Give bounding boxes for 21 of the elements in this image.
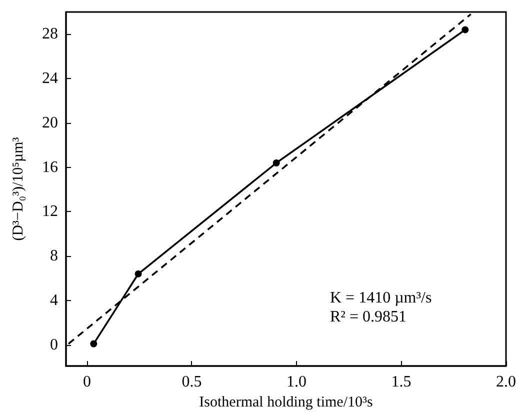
y-tick-label: 24 xyxy=(42,70,58,88)
y-tick-label: 4 xyxy=(50,292,58,310)
x-tick-label: 0 xyxy=(82,374,91,390)
y-tick-label: 12 xyxy=(42,203,58,220)
y-axis-title: (D³−D₀³)/10⁵µm³ xyxy=(10,136,26,241)
point xyxy=(462,26,469,34)
annotation: R² = 0.9851 xyxy=(330,308,406,326)
x-tick-label: 0.5 xyxy=(182,374,202,390)
point xyxy=(90,340,98,348)
x-axis-title: Isothermal holding time/10³s xyxy=(199,394,373,410)
y-tick-label: 8 xyxy=(50,248,58,265)
y-tick-label: 16 xyxy=(42,158,58,176)
x-tick-label: 2.0 xyxy=(496,374,516,390)
x-tick-label: 1.5 xyxy=(391,374,412,390)
y-tick-label: 20 xyxy=(42,114,58,132)
point xyxy=(134,270,142,278)
annotation: K = 1410 µm³/s xyxy=(330,290,432,306)
point xyxy=(272,159,280,166)
y-tick-label: 28 xyxy=(42,26,58,43)
y-tick-label: 0 xyxy=(50,336,58,354)
x-tick-label: 1.0 xyxy=(286,374,306,390)
